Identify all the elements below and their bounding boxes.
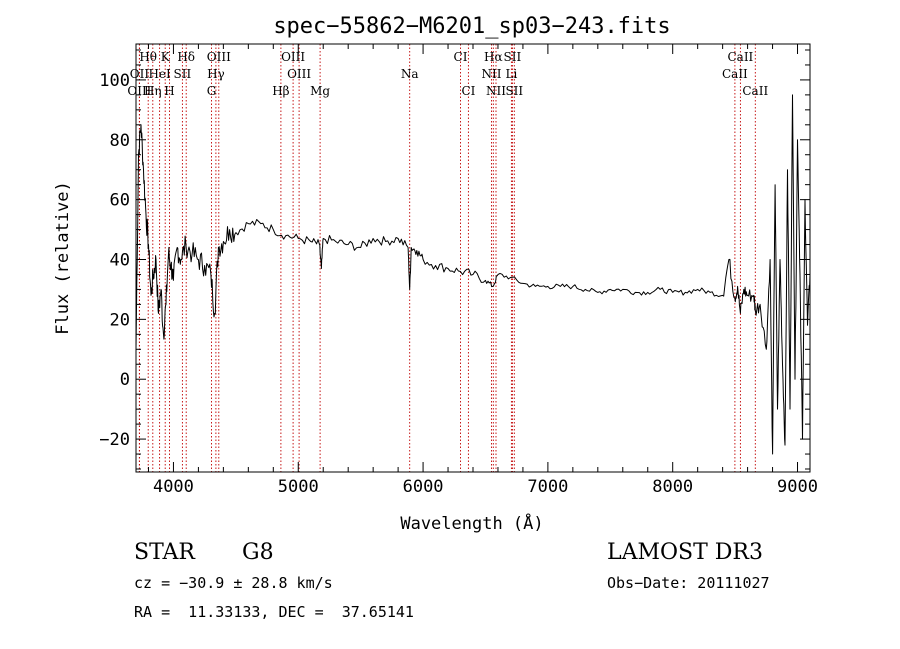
redshift-text: cz = −30.9 ± 28.8 km/s bbox=[134, 574, 333, 592]
emission-line-label-0: Hθ bbox=[139, 50, 157, 64]
emission-line-label-27: CaII bbox=[742, 84, 768, 98]
emission-line-label-12: Hγ bbox=[207, 67, 225, 81]
emission-line-label-22: Hβ bbox=[272, 84, 289, 98]
spectral-subclass: G8 bbox=[242, 540, 274, 565]
emission-line-label-6: Hα bbox=[484, 50, 503, 64]
emission-line-label-5: CI bbox=[454, 50, 468, 64]
y-tick-label-4: 60 bbox=[110, 191, 130, 211]
y-tick-label-0: −20 bbox=[99, 430, 130, 450]
spectrum-series bbox=[135, 94, 811, 455]
y-axis-label: Flux (relative) bbox=[53, 181, 73, 335]
emission-line-label-4: OIII bbox=[281, 50, 305, 64]
emission-line-label-15: NII bbox=[482, 67, 502, 81]
emission-line-label-20: H bbox=[164, 84, 174, 98]
emission-line-label-9: OII bbox=[130, 67, 150, 81]
emission-line-label-8: CaII bbox=[727, 50, 753, 64]
chart-title: spec−55862−M6201_sp03−243.fits bbox=[273, 14, 670, 39]
emission-line-label-23: Mg bbox=[310, 84, 330, 98]
survey-name: LAMOST DR3 bbox=[607, 540, 763, 565]
emission-line-markers bbox=[138, 44, 756, 472]
y-tick-label-6: 100 bbox=[99, 71, 130, 91]
spectrum-line-0 bbox=[135, 94, 811, 455]
x-tick-label-1: 5000 bbox=[278, 477, 319, 497]
x-tick-label-5: 9000 bbox=[777, 477, 818, 497]
emission-line-label-3: OIII bbox=[207, 50, 231, 64]
emission-line-label-26: SII bbox=[505, 84, 523, 98]
emission-line-label-17: CaII bbox=[722, 67, 748, 81]
emission-line-label-7: SII bbox=[504, 50, 522, 64]
emission-line-label-21: G bbox=[207, 84, 217, 98]
emission-line-label-1: K bbox=[161, 50, 171, 64]
y-tick-label-1: 0 bbox=[120, 370, 130, 390]
x-tick-label-2: 6000 bbox=[403, 477, 444, 497]
emission-line-label-13: OIII bbox=[287, 67, 311, 81]
x-axis: 4000 5000 6000 7000 8000 9000 bbox=[147, 44, 818, 497]
y-axis: −20 0 20 40 60 80 100 bbox=[99, 49, 810, 470]
emission-line-label-16: Li bbox=[505, 67, 517, 81]
y-tick-label-3: 40 bbox=[110, 250, 130, 270]
object-type: STAR bbox=[134, 540, 195, 565]
plot-frame bbox=[135, 43, 811, 473]
emission-line-label-14: Na bbox=[401, 67, 419, 81]
emission-line-label-19: Hη bbox=[144, 84, 162, 98]
emission-line-label-25: NII bbox=[486, 84, 506, 98]
coordinates: RA = 11.33133, DEC = 37.65141 bbox=[134, 603, 414, 621]
x-tick-label-4: 8000 bbox=[652, 477, 693, 497]
emission-line-label-2: Hδ bbox=[177, 50, 195, 64]
emission-line-label-24: CI bbox=[461, 84, 475, 98]
emission-line-label-11: SII bbox=[174, 67, 192, 81]
y-tick-label-5: 80 bbox=[110, 131, 130, 151]
x-axis-label: Wavelength (Å) bbox=[400, 512, 543, 534]
emission-line-label-18: OIII bbox=[127, 84, 151, 98]
x-tick-label-3: 7000 bbox=[527, 477, 568, 497]
x-tick-label-0: 4000 bbox=[153, 477, 194, 497]
y-tick-label-2: 20 bbox=[110, 310, 130, 330]
emission-line-label-10: HeI bbox=[148, 67, 171, 81]
obs-date: Obs−Date: 20111027 bbox=[607, 574, 770, 592]
